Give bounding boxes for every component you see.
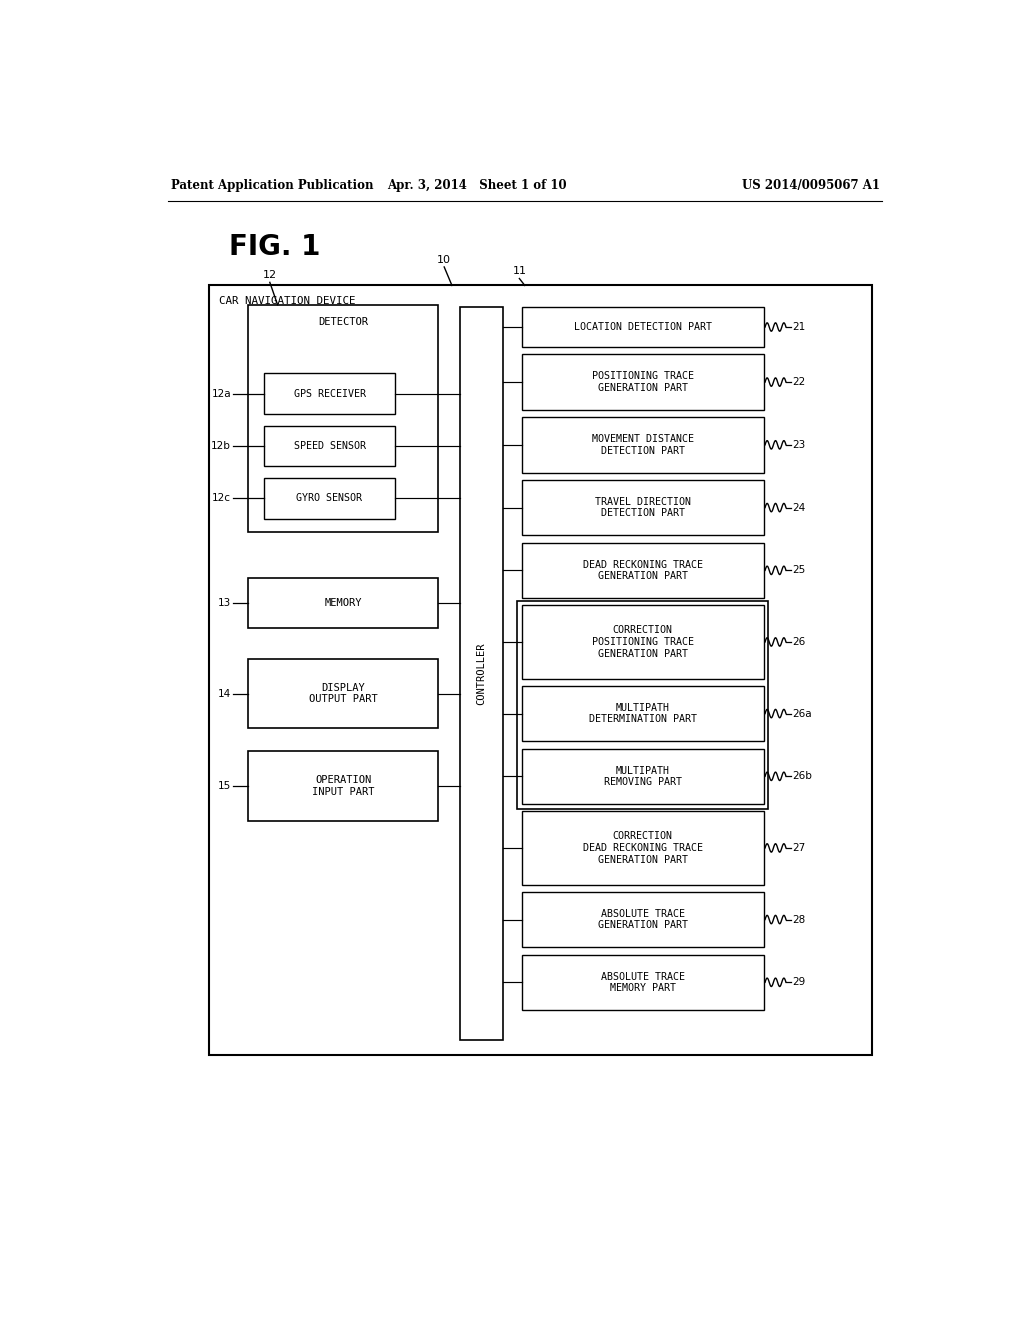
Text: TRAVEL DIRECTION
DETECTION PART: TRAVEL DIRECTION DETECTION PART xyxy=(595,496,690,519)
Text: CONTROLLER: CONTROLLER xyxy=(476,643,486,705)
FancyBboxPatch shape xyxy=(521,417,764,473)
Text: 26a: 26a xyxy=(793,709,812,718)
Text: 14: 14 xyxy=(218,689,231,698)
Text: 25: 25 xyxy=(793,565,806,576)
Text: GYRO SENSOR: GYRO SENSOR xyxy=(297,494,362,503)
FancyBboxPatch shape xyxy=(263,425,395,466)
Text: 12a: 12a xyxy=(211,388,231,399)
Text: 11: 11 xyxy=(512,267,526,276)
FancyBboxPatch shape xyxy=(521,892,764,948)
Text: 13: 13 xyxy=(218,598,231,609)
Text: ABSOLUTE TRACE
MEMORY PART: ABSOLUTE TRACE MEMORY PART xyxy=(601,972,685,993)
FancyBboxPatch shape xyxy=(263,478,395,519)
Text: MOVEMENT DISTANCE
DETECTION PART: MOVEMENT DISTANCE DETECTION PART xyxy=(592,434,693,455)
Text: OPERATION
INPUT PART: OPERATION INPUT PART xyxy=(312,775,375,797)
FancyBboxPatch shape xyxy=(460,308,503,1040)
Text: 12b: 12b xyxy=(211,441,231,451)
FancyBboxPatch shape xyxy=(209,285,872,1056)
Text: 26: 26 xyxy=(793,638,806,647)
Text: 27: 27 xyxy=(793,843,806,853)
Text: 24: 24 xyxy=(793,503,806,512)
Text: SPEED SENSOR: SPEED SENSOR xyxy=(294,441,366,451)
Text: CAR NAVIGATION DEVICE: CAR NAVIGATION DEVICE xyxy=(219,296,356,306)
Text: 22: 22 xyxy=(793,378,806,387)
Text: 26b: 26b xyxy=(793,771,812,781)
Text: CORRECTION
POSITIONING TRACE
GENERATION PART: CORRECTION POSITIONING TRACE GENERATION … xyxy=(592,626,693,659)
Text: DETECTOR: DETECTOR xyxy=(318,317,368,327)
FancyBboxPatch shape xyxy=(521,812,764,884)
Text: DISPLAY
OUTPUT PART: DISPLAY OUTPUT PART xyxy=(308,682,378,705)
Text: LOCATION DETECTION PART: LOCATION DETECTION PART xyxy=(573,322,712,333)
Text: MULTIPATH
REMOVING PART: MULTIPATH REMOVING PART xyxy=(603,766,682,787)
FancyBboxPatch shape xyxy=(248,751,438,821)
Text: CORRECTION
DEAD RECKONING TRACE
GENERATION PART: CORRECTION DEAD RECKONING TRACE GENERATI… xyxy=(583,832,702,865)
Text: 23: 23 xyxy=(793,440,806,450)
FancyBboxPatch shape xyxy=(517,601,768,809)
FancyBboxPatch shape xyxy=(521,954,764,1010)
Text: US 2014/0095067 A1: US 2014/0095067 A1 xyxy=(741,178,880,191)
FancyBboxPatch shape xyxy=(521,308,764,347)
Text: 29: 29 xyxy=(793,977,806,987)
Text: 12: 12 xyxy=(263,271,276,280)
FancyBboxPatch shape xyxy=(248,305,438,532)
Text: MEMORY: MEMORY xyxy=(325,598,361,609)
FancyBboxPatch shape xyxy=(521,480,764,536)
Text: ABSOLUTE TRACE
GENERATION PART: ABSOLUTE TRACE GENERATION PART xyxy=(598,908,687,931)
Text: POSITIONING TRACE
GENERATION PART: POSITIONING TRACE GENERATION PART xyxy=(592,371,693,393)
Text: 12c: 12c xyxy=(212,494,231,503)
FancyBboxPatch shape xyxy=(521,686,764,742)
Text: 15: 15 xyxy=(218,781,231,791)
Text: GPS RECEIVER: GPS RECEIVER xyxy=(294,388,366,399)
Text: 10: 10 xyxy=(437,255,452,264)
FancyBboxPatch shape xyxy=(248,578,438,628)
FancyBboxPatch shape xyxy=(263,374,395,414)
Text: 28: 28 xyxy=(793,915,806,924)
Text: MULTIPATH
DETERMINATION PART: MULTIPATH DETERMINATION PART xyxy=(589,702,696,725)
Text: FIG. 1: FIG. 1 xyxy=(228,232,321,261)
Text: DEAD RECKONING TRACE
GENERATION PART: DEAD RECKONING TRACE GENERATION PART xyxy=(583,560,702,581)
FancyBboxPatch shape xyxy=(521,354,764,409)
Text: 21: 21 xyxy=(793,322,806,333)
Text: Patent Application Publication: Patent Application Publication xyxy=(171,178,373,191)
Text: Apr. 3, 2014   Sheet 1 of 10: Apr. 3, 2014 Sheet 1 of 10 xyxy=(387,178,566,191)
FancyBboxPatch shape xyxy=(248,659,438,729)
FancyBboxPatch shape xyxy=(521,543,764,598)
FancyBboxPatch shape xyxy=(521,748,764,804)
FancyBboxPatch shape xyxy=(521,606,764,678)
